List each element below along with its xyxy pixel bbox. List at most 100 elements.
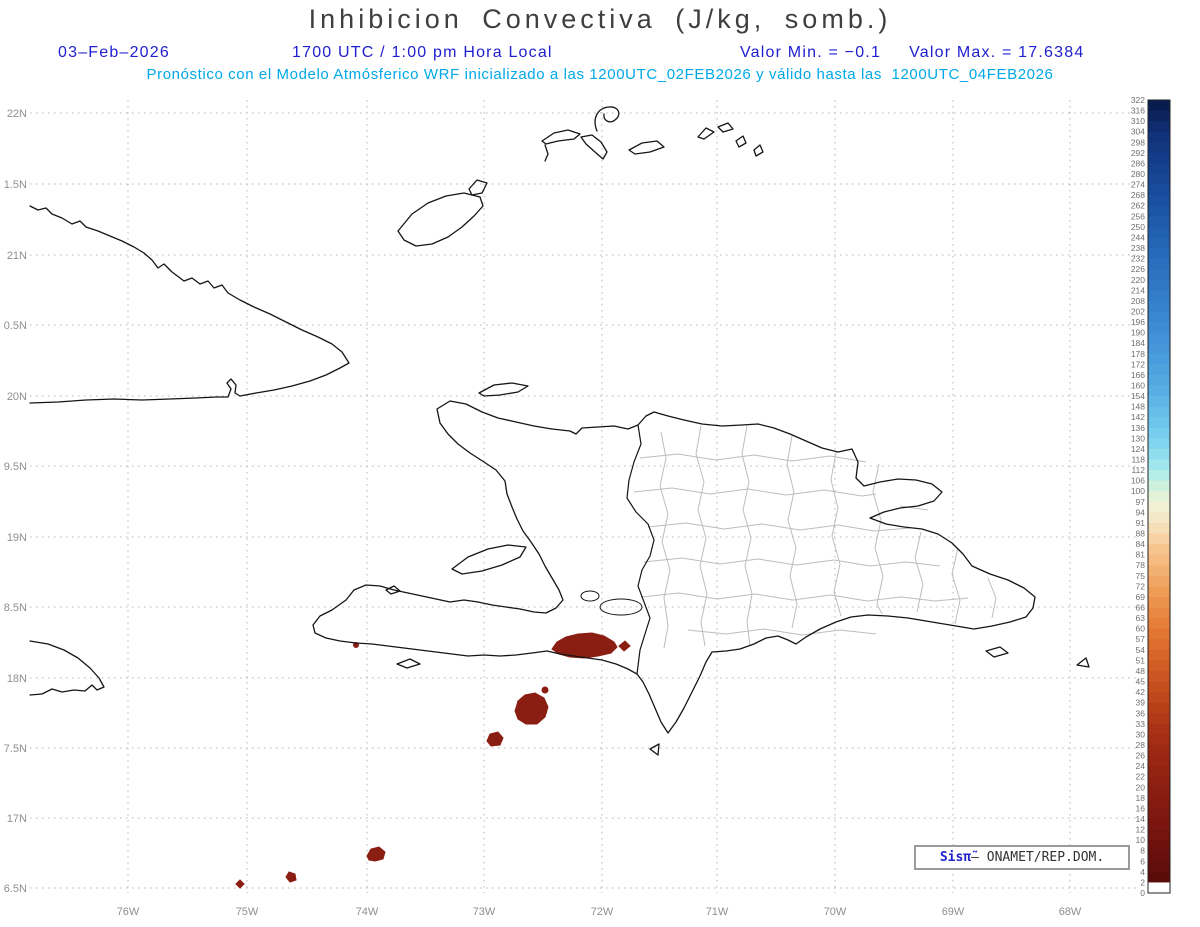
svg-text:196: 196 (1131, 317, 1145, 327)
svg-text:298: 298 (1131, 137, 1145, 147)
svg-text:232: 232 (1131, 254, 1145, 264)
svg-text:178: 178 (1131, 349, 1145, 359)
caicos-islands (697, 127, 715, 140)
svg-text:268: 268 (1131, 190, 1145, 200)
svg-text:75: 75 (1136, 571, 1146, 581)
svg-text:286: 286 (1131, 158, 1145, 168)
svg-text:60: 60 (1136, 624, 1146, 634)
svg-text:274: 274 (1131, 180, 1145, 190)
sispi-logo-text: Sis (939, 850, 964, 865)
svg-text:66: 66 (1136, 603, 1146, 613)
value-max-label: Valor Max. = 17.6384 (909, 44, 1085, 61)
jamaica-coastline (29, 640, 105, 696)
svg-text:18N: 18N (7, 673, 27, 685)
svg-text:69W: 69W (942, 906, 965, 918)
svg-text:54: 54 (1136, 645, 1146, 655)
crooked-island (541, 129, 581, 145)
svg-text:70W: 70W (824, 906, 847, 918)
lat-lon-grid (30, 100, 1140, 893)
svg-text:45: 45 (1136, 677, 1146, 687)
pi-symbol: π̃ (963, 850, 972, 865)
svg-text:208: 208 (1131, 296, 1145, 306)
svg-text:226: 226 (1131, 264, 1145, 274)
ile-a-vache (396, 658, 421, 669)
svg-text:9.5N: 9.5N (4, 461, 27, 473)
forecast-valid-time: 1700 UTC / 1:00 pm Hora Local (292, 44, 553, 61)
svg-text:202: 202 (1131, 306, 1145, 316)
svg-text:33: 33 (1136, 719, 1146, 729)
svg-text:91: 91 (1136, 518, 1146, 528)
svg-text:8: 8 (1140, 846, 1145, 856)
beata-island (649, 743, 660, 756)
svg-text:184: 184 (1131, 338, 1145, 348)
svg-text:124: 124 (1131, 444, 1145, 454)
svg-text:112: 112 (1131, 465, 1145, 475)
long-cay (544, 144, 549, 162)
svg-text:2: 2 (1140, 877, 1145, 887)
svg-text:160: 160 (1131, 380, 1145, 390)
svg-text:154: 154 (1131, 391, 1145, 401)
svg-text:310: 310 (1131, 116, 1145, 126)
svg-text:136: 136 (1131, 423, 1145, 433)
svg-text:76W: 76W (117, 906, 140, 918)
svg-text:57: 57 (1136, 634, 1146, 644)
svg-text:22: 22 (1136, 772, 1146, 782)
svg-text:97: 97 (1136, 497, 1146, 507)
svg-text:7.5N: 7.5N (4, 743, 27, 755)
svg-text:78: 78 (1136, 560, 1146, 570)
svg-text:16: 16 (1136, 803, 1146, 813)
svg-text:190: 190 (1131, 328, 1145, 338)
colorbar-scale: 3223163103042982922862802742682622562502… (1131, 95, 1171, 898)
cin-shaded-areas (235, 632, 631, 889)
svg-text:71W: 71W (706, 906, 729, 918)
svg-text:72W: 72W (591, 906, 614, 918)
svg-text:30: 30 (1136, 729, 1146, 739)
credit-box: Sis π̃ – ONAMET/REP.DOM. (914, 845, 1130, 870)
svg-text:42: 42 (1136, 687, 1146, 697)
svg-text:74W: 74W (356, 906, 379, 918)
svg-text:316: 316 (1131, 106, 1145, 116)
svg-text:238: 238 (1131, 243, 1145, 253)
svg-text:0.5N: 0.5N (4, 320, 27, 332)
svg-text:12: 12 (1136, 825, 1146, 835)
value-min-label: Valor Min. = −0.1 (740, 44, 882, 61)
svg-text:106: 106 (1131, 476, 1145, 486)
svg-text:166: 166 (1131, 370, 1145, 380)
great-inagua-island (397, 192, 484, 247)
caicos-islands-2 (717, 122, 734, 133)
mona-island (1076, 657, 1090, 668)
svg-text:4: 4 (1140, 867, 1145, 877)
svg-text:20: 20 (1136, 782, 1146, 792)
svg-text:142: 142 (1131, 412, 1145, 422)
svg-text:84: 84 (1136, 539, 1146, 549)
cayemites-islands (385, 585, 401, 595)
svg-text:18: 18 (1136, 793, 1146, 803)
svg-text:220: 220 (1131, 275, 1145, 285)
svg-text:63: 63 (1136, 613, 1146, 623)
svg-text:256: 256 (1131, 211, 1145, 221)
svg-text:94: 94 (1136, 507, 1146, 517)
svg-text:6: 6 (1140, 856, 1145, 866)
page-title: Inhibicion Convectiva (J/kg, somb.) (308, 4, 892, 34)
province-boundaries (633, 425, 997, 649)
caicos-islands-3 (735, 135, 747, 148)
svg-text:244: 244 (1131, 232, 1145, 242)
svg-text:17N: 17N (7, 813, 27, 825)
svg-text:148: 148 (1131, 402, 1145, 412)
credit-dash: – (971, 850, 987, 865)
svg-text:73W: 73W (473, 906, 496, 918)
svg-text:51: 51 (1136, 655, 1146, 665)
svg-text:292: 292 (1131, 148, 1145, 158)
saona-island (985, 646, 1009, 658)
gonave-island (451, 544, 527, 575)
tortuga-island (478, 382, 529, 397)
svg-text:20N: 20N (7, 391, 27, 403)
svg-text:262: 262 (1131, 201, 1145, 211)
svg-text:214: 214 (1131, 285, 1145, 295)
svg-text:304: 304 (1131, 127, 1145, 137)
svg-text:69: 69 (1136, 592, 1146, 602)
svg-text:19N: 19N (7, 532, 27, 544)
svg-text:0: 0 (1140, 888, 1145, 898)
svg-text:24: 24 (1136, 761, 1146, 771)
